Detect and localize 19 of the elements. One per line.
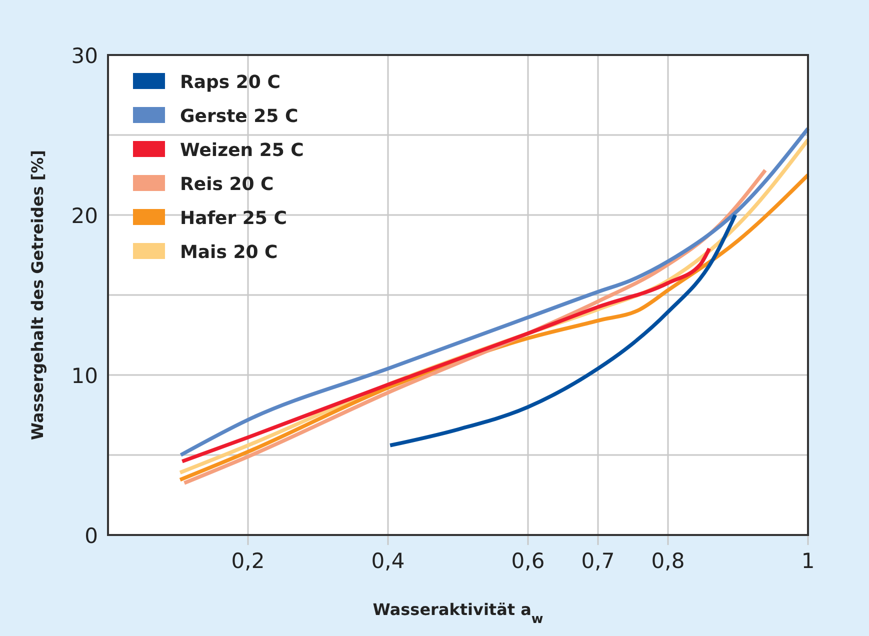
- y-tick-label: 20: [71, 204, 98, 228]
- x-axis-title: Wasseraktivität a$_{w}$: [372, 600, 544, 626]
- x-tick-label: 1: [801, 549, 815, 573]
- x-tick-label: 0,2: [231, 549, 265, 573]
- legend-label: Reis 20 C: [180, 174, 274, 195]
- legend-label: Gerste 25 C: [180, 106, 298, 127]
- legend-label: Mais 20 C: [180, 242, 278, 263]
- legend-label: Raps 20 C: [180, 72, 280, 93]
- y-tick-label: 10: [71, 364, 98, 388]
- line-series: [388, 213, 738, 448]
- x-tick-label: 0,7: [581, 549, 615, 573]
- x-tick-label: 0,4: [371, 549, 405, 573]
- legend-label: Weizen 25 C: [180, 140, 304, 161]
- x-tick-label: 0,8: [651, 549, 685, 573]
- x-tick-label: 0,6: [511, 549, 545, 573]
- y-tick-label: 30: [71, 44, 98, 68]
- legend-label: Hafer 25 C: [180, 208, 287, 229]
- y-tick-label: 0: [84, 524, 98, 548]
- y-axis-title: Wassergehalt des Getreides [%]: [28, 150, 47, 440]
